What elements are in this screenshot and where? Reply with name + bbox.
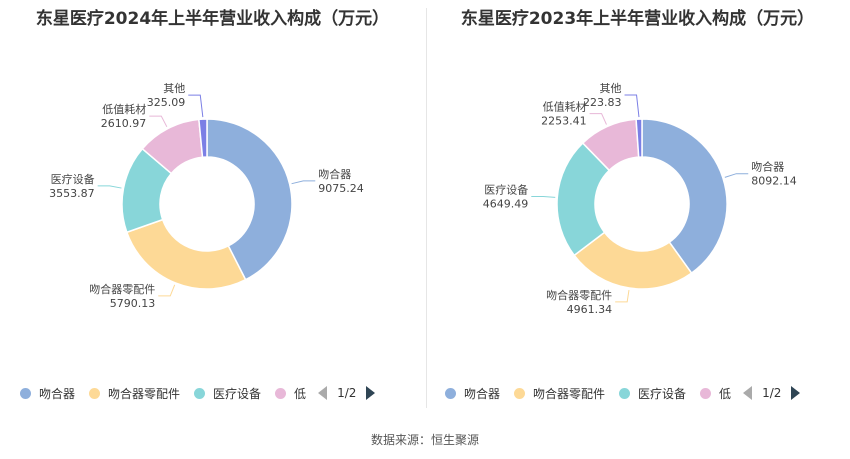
slice-value-other: 325.09 bbox=[147, 96, 186, 109]
legend-dot bbox=[89, 387, 101, 399]
slice-value-medical-equipment: 4649.49 bbox=[483, 198, 529, 211]
legend-pager-2024: 1/2 bbox=[318, 386, 376, 400]
legend-dot bbox=[700, 387, 712, 399]
panel-divider bbox=[426, 8, 427, 408]
leader-line-other bbox=[188, 94, 204, 118]
legend-label: 低 bbox=[294, 386, 307, 401]
leader-line-stapler-parts bbox=[158, 284, 176, 297]
legend-item-stapler-parts[interactable]: 吻合器零配件 bbox=[89, 385, 180, 402]
legend-dot bbox=[194, 387, 206, 399]
legend-dot bbox=[20, 387, 31, 399]
slice-label-low-value-consumables: 低值耗材 bbox=[102, 102, 146, 116]
leader-line-stapler bbox=[724, 173, 749, 178]
legend-label: 吻合器零配件 bbox=[533, 386, 606, 401]
slice-label-stapler-parts: 吻合器零配件 bbox=[89, 282, 155, 296]
slice-value-stapler-parts: 5790.13 bbox=[110, 297, 156, 310]
slice-value-low-value-consumables: 2253.41 bbox=[541, 115, 587, 128]
chart-panel-2024: 东星医疗2024年上半年营业收入构成（万元） 吻合器 9075.24 吻合器零配件 5… bbox=[0, 0, 425, 420]
leader-line-other bbox=[624, 94, 640, 118]
slice-other[interactable] bbox=[635, 118, 643, 158]
slice-label-stapler: 吻合器 bbox=[751, 160, 784, 174]
legend-dot bbox=[445, 387, 456, 399]
legend-item-stapler-parts[interactable]: 吻合器零配件 bbox=[514, 385, 605, 402]
slice-label-medical-equipment: 医疗设备 bbox=[51, 172, 95, 186]
leader-line-low-value-consumables bbox=[589, 113, 607, 125]
next-page-icon[interactable] bbox=[791, 386, 801, 400]
legend-label: 吻合器零配件 bbox=[108, 386, 181, 401]
legend-item-stapler[interactable]: 吻合器 bbox=[445, 385, 500, 402]
slice-value-other: 223.83 bbox=[583, 96, 622, 109]
prev-page-icon[interactable] bbox=[318, 386, 328, 400]
legend-item-low-value[interactable]: 低 bbox=[700, 385, 731, 402]
slice-other[interactable] bbox=[198, 118, 208, 159]
legend-pager-2023: 1/2 bbox=[743, 386, 801, 400]
slice-label-stapler: 吻合器 bbox=[318, 167, 351, 181]
slice-medical-equipment[interactable] bbox=[556, 141, 611, 257]
slice-label-medical-equipment: 医疗设备 bbox=[484, 183, 528, 197]
slice-value-stapler: 8092.14 bbox=[751, 175, 797, 188]
legend-dot bbox=[514, 387, 526, 399]
chart-title-2023: 东星医疗2023年上半年营业收入构成（万元） bbox=[460, 9, 815, 29]
leader-line-low-value-consumables bbox=[149, 115, 168, 128]
chart-panel-2023: 东星医疗2023年上半年营业收入构成（万元） 吻合器 8092.14 吻合器零配件 4… bbox=[425, 0, 850, 420]
slice-value-stapler: 9075.24 bbox=[318, 182, 364, 195]
slice-value-stapler-parts: 4961.34 bbox=[567, 303, 613, 316]
slice-stapler[interactable] bbox=[641, 118, 728, 275]
legend-item-medical-equipment[interactable]: 医疗设备 bbox=[194, 385, 261, 402]
legend-label: 医疗设备 bbox=[213, 386, 262, 401]
legend-item-low-value[interactable]: 低 bbox=[275, 385, 306, 402]
slice-stapler[interactable] bbox=[206, 118, 293, 281]
slice-label-other: 其他 bbox=[163, 82, 185, 95]
legend-label: 医疗设备 bbox=[638, 386, 687, 401]
legend-label: 吻合器 bbox=[464, 386, 501, 401]
slice-stapler-parts[interactable] bbox=[573, 231, 693, 290]
legend-item-medical-equipment[interactable]: 医疗设备 bbox=[619, 385, 686, 402]
legend-2023: 吻合器 吻合器零配件 医疗设备 低 1/2 bbox=[445, 383, 801, 403]
slice-label-other: 其他 bbox=[600, 82, 622, 95]
legend-item-stapler[interactable]: 吻合器 bbox=[20, 385, 75, 402]
leader-line-stapler bbox=[291, 180, 316, 185]
slice-stapler-parts[interactable] bbox=[125, 218, 247, 290]
chart-title-2024: 东星医疗2024年上半年营业收入构成（万元） bbox=[35, 9, 390, 29]
legend-page: 1/2 bbox=[762, 386, 782, 400]
slice-label-stapler-parts: 吻合器零配件 bbox=[546, 288, 612, 302]
prev-page-icon[interactable] bbox=[743, 386, 753, 400]
legend-2024: 吻合器 吻合器零配件 医疗设备 低 1/2 bbox=[20, 383, 376, 403]
leader-line-medical-equipment bbox=[97, 185, 122, 189]
next-page-icon[interactable] bbox=[366, 386, 376, 400]
leader-line-stapler-parts bbox=[615, 289, 630, 303]
data-source: 数据来源：恒生聚源 bbox=[370, 433, 479, 447]
legend-dot bbox=[275, 387, 287, 399]
legend-page: 1/2 bbox=[337, 386, 357, 400]
leader-line-medical-equipment bbox=[531, 196, 556, 198]
slice-value-medical-equipment: 3553.87 bbox=[49, 187, 95, 200]
legend-label: 低 bbox=[719, 386, 732, 401]
legend-label: 吻合器 bbox=[39, 386, 76, 401]
slice-label-low-value-consumables: 低值耗材 bbox=[543, 100, 587, 114]
legend-dot bbox=[619, 387, 631, 399]
slice-value-low-value-consumables: 2610.97 bbox=[101, 117, 147, 130]
